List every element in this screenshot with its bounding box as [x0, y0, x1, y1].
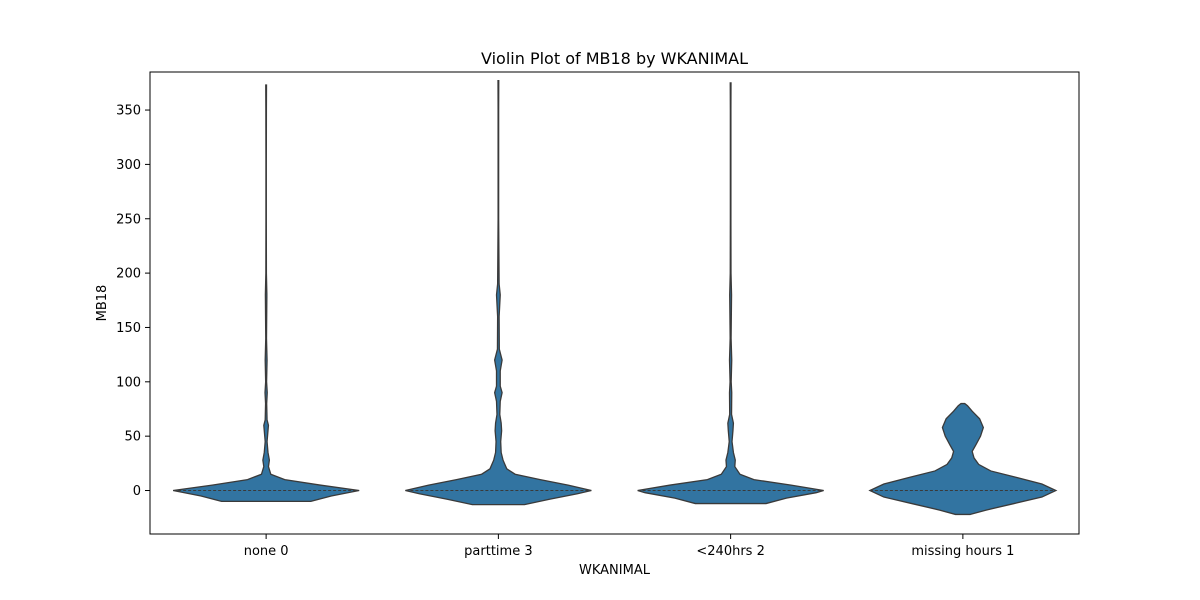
y-tick-label: 300: [116, 158, 141, 173]
x-axis-ticks: none 0 parttime 3 <240hrs 2 missing hours 1: [244, 534, 1014, 559]
x-tick-label: <240hrs 2: [696, 544, 764, 559]
violin-2: [637, 82, 824, 505]
y-tick-label: 100: [116, 375, 141, 390]
x-tick-label: none 0: [244, 544, 289, 559]
violin-1: [405, 80, 592, 506]
x-tick-label: parttime 3: [464, 544, 532, 559]
violin-3: [868, 402, 1058, 516]
chart-title: Violin Plot of MB18 by WKANIMAL: [481, 49, 748, 68]
y-tick-label: 50: [124, 430, 141, 445]
y-tick-label: 200: [116, 267, 141, 282]
x-axis-label: WKANIMAL: [579, 563, 651, 578]
y-tick-label: 350: [116, 104, 141, 119]
y-tick-label: 250: [116, 212, 141, 227]
y-tick-label: 0: [133, 484, 141, 499]
x-tick-label: missing hours 1: [911, 544, 1014, 559]
y-axis-ticks: 0 50 100 150 200 250 300 350: [116, 104, 150, 499]
violin-0: [173, 84, 360, 503]
plot-frame: [149, 71, 1080, 535]
y-tick-label: 150: [116, 321, 141, 336]
y-axis-label: MB18: [95, 285, 110, 322]
violins-group: [173, 80, 1058, 516]
